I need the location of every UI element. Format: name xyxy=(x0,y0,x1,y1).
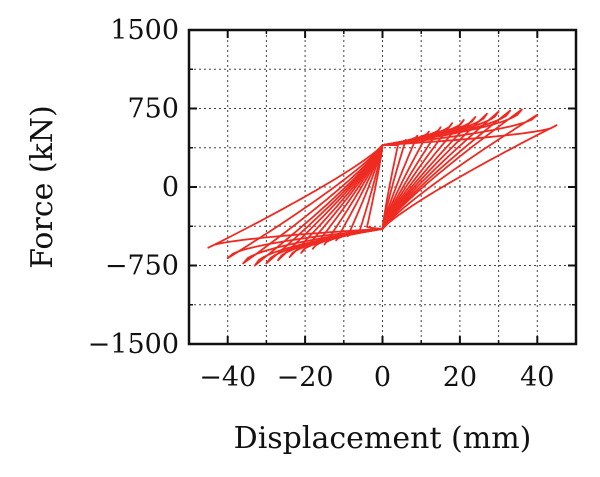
y-axis-label: Force (kN) xyxy=(25,105,60,269)
y-tick-label: −1500 xyxy=(88,329,179,360)
hysteresis-loop xyxy=(242,108,523,265)
hysteresis-loop xyxy=(226,113,539,260)
x-tick-label: −40 xyxy=(199,362,256,393)
hysteresis-loop xyxy=(253,109,512,267)
x-tick-label: 40 xyxy=(520,362,554,393)
axis-ticks: −40 −20 0 20 40 1500 750 0 −750 −1500 xyxy=(88,15,577,393)
grid xyxy=(189,30,576,344)
x-tick-label: −20 xyxy=(277,362,334,393)
x-tick-label: 0 xyxy=(374,362,391,393)
y-tick-label: 0 xyxy=(162,172,179,203)
y-tick-label: −750 xyxy=(105,251,179,282)
x-tick-label: 20 xyxy=(443,362,477,393)
plot-area xyxy=(207,108,558,267)
y-tick-label: 1500 xyxy=(110,15,179,46)
hysteresis-loop xyxy=(207,124,558,249)
y-tick-label: 750 xyxy=(127,94,179,125)
x-axis-label: Displacement (mm) xyxy=(234,421,532,456)
